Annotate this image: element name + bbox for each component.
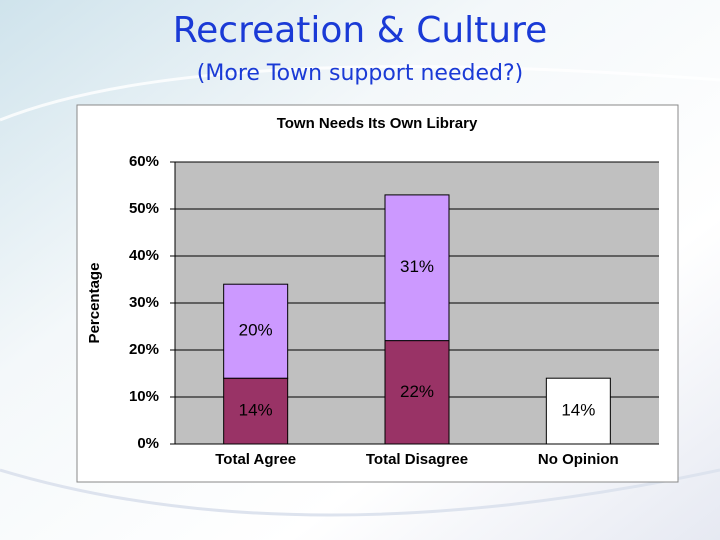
data-label: 14% (239, 401, 273, 420)
y-axis-label: Percentage (86, 263, 103, 344)
decoration (0, 65, 720, 122)
slide-subtitle: (More Town support needed?) (197, 61, 523, 86)
plot: 0% 10% 20% 30% 40% 50% 60% Total Agree 14% 20% Tot… (129, 153, 659, 468)
bar-segment (223, 283, 289, 379)
x-tick-label: Total Agree (215, 451, 296, 468)
y-tick-label: 60% (129, 153, 159, 170)
y-tick-label: 30% (129, 294, 159, 311)
y-tick-label: 0% (137, 435, 159, 452)
bar-segment (384, 194, 450, 342)
x-tick-label: No Opinion (538, 451, 619, 468)
y-tick-label: 20% (129, 341, 159, 358)
slide-title: Recreation & Culture (173, 10, 548, 51)
chart-title: Town Needs Its Own Library (277, 115, 478, 132)
data-label: 22% (400, 382, 434, 401)
y-tick-label: 50% (129, 200, 159, 217)
y-tick-label: 40% (129, 247, 159, 264)
decoration (0, 468, 720, 517)
x-tick-label: Total Disagree (366, 451, 468, 468)
bar-segment (223, 377, 289, 445)
data-label: 20% (239, 321, 273, 340)
y-tick-label: 10% (129, 388, 159, 405)
data-label: 14% (561, 401, 595, 420)
data-label: 31% (400, 257, 434, 276)
bar-segment (545, 377, 611, 445)
